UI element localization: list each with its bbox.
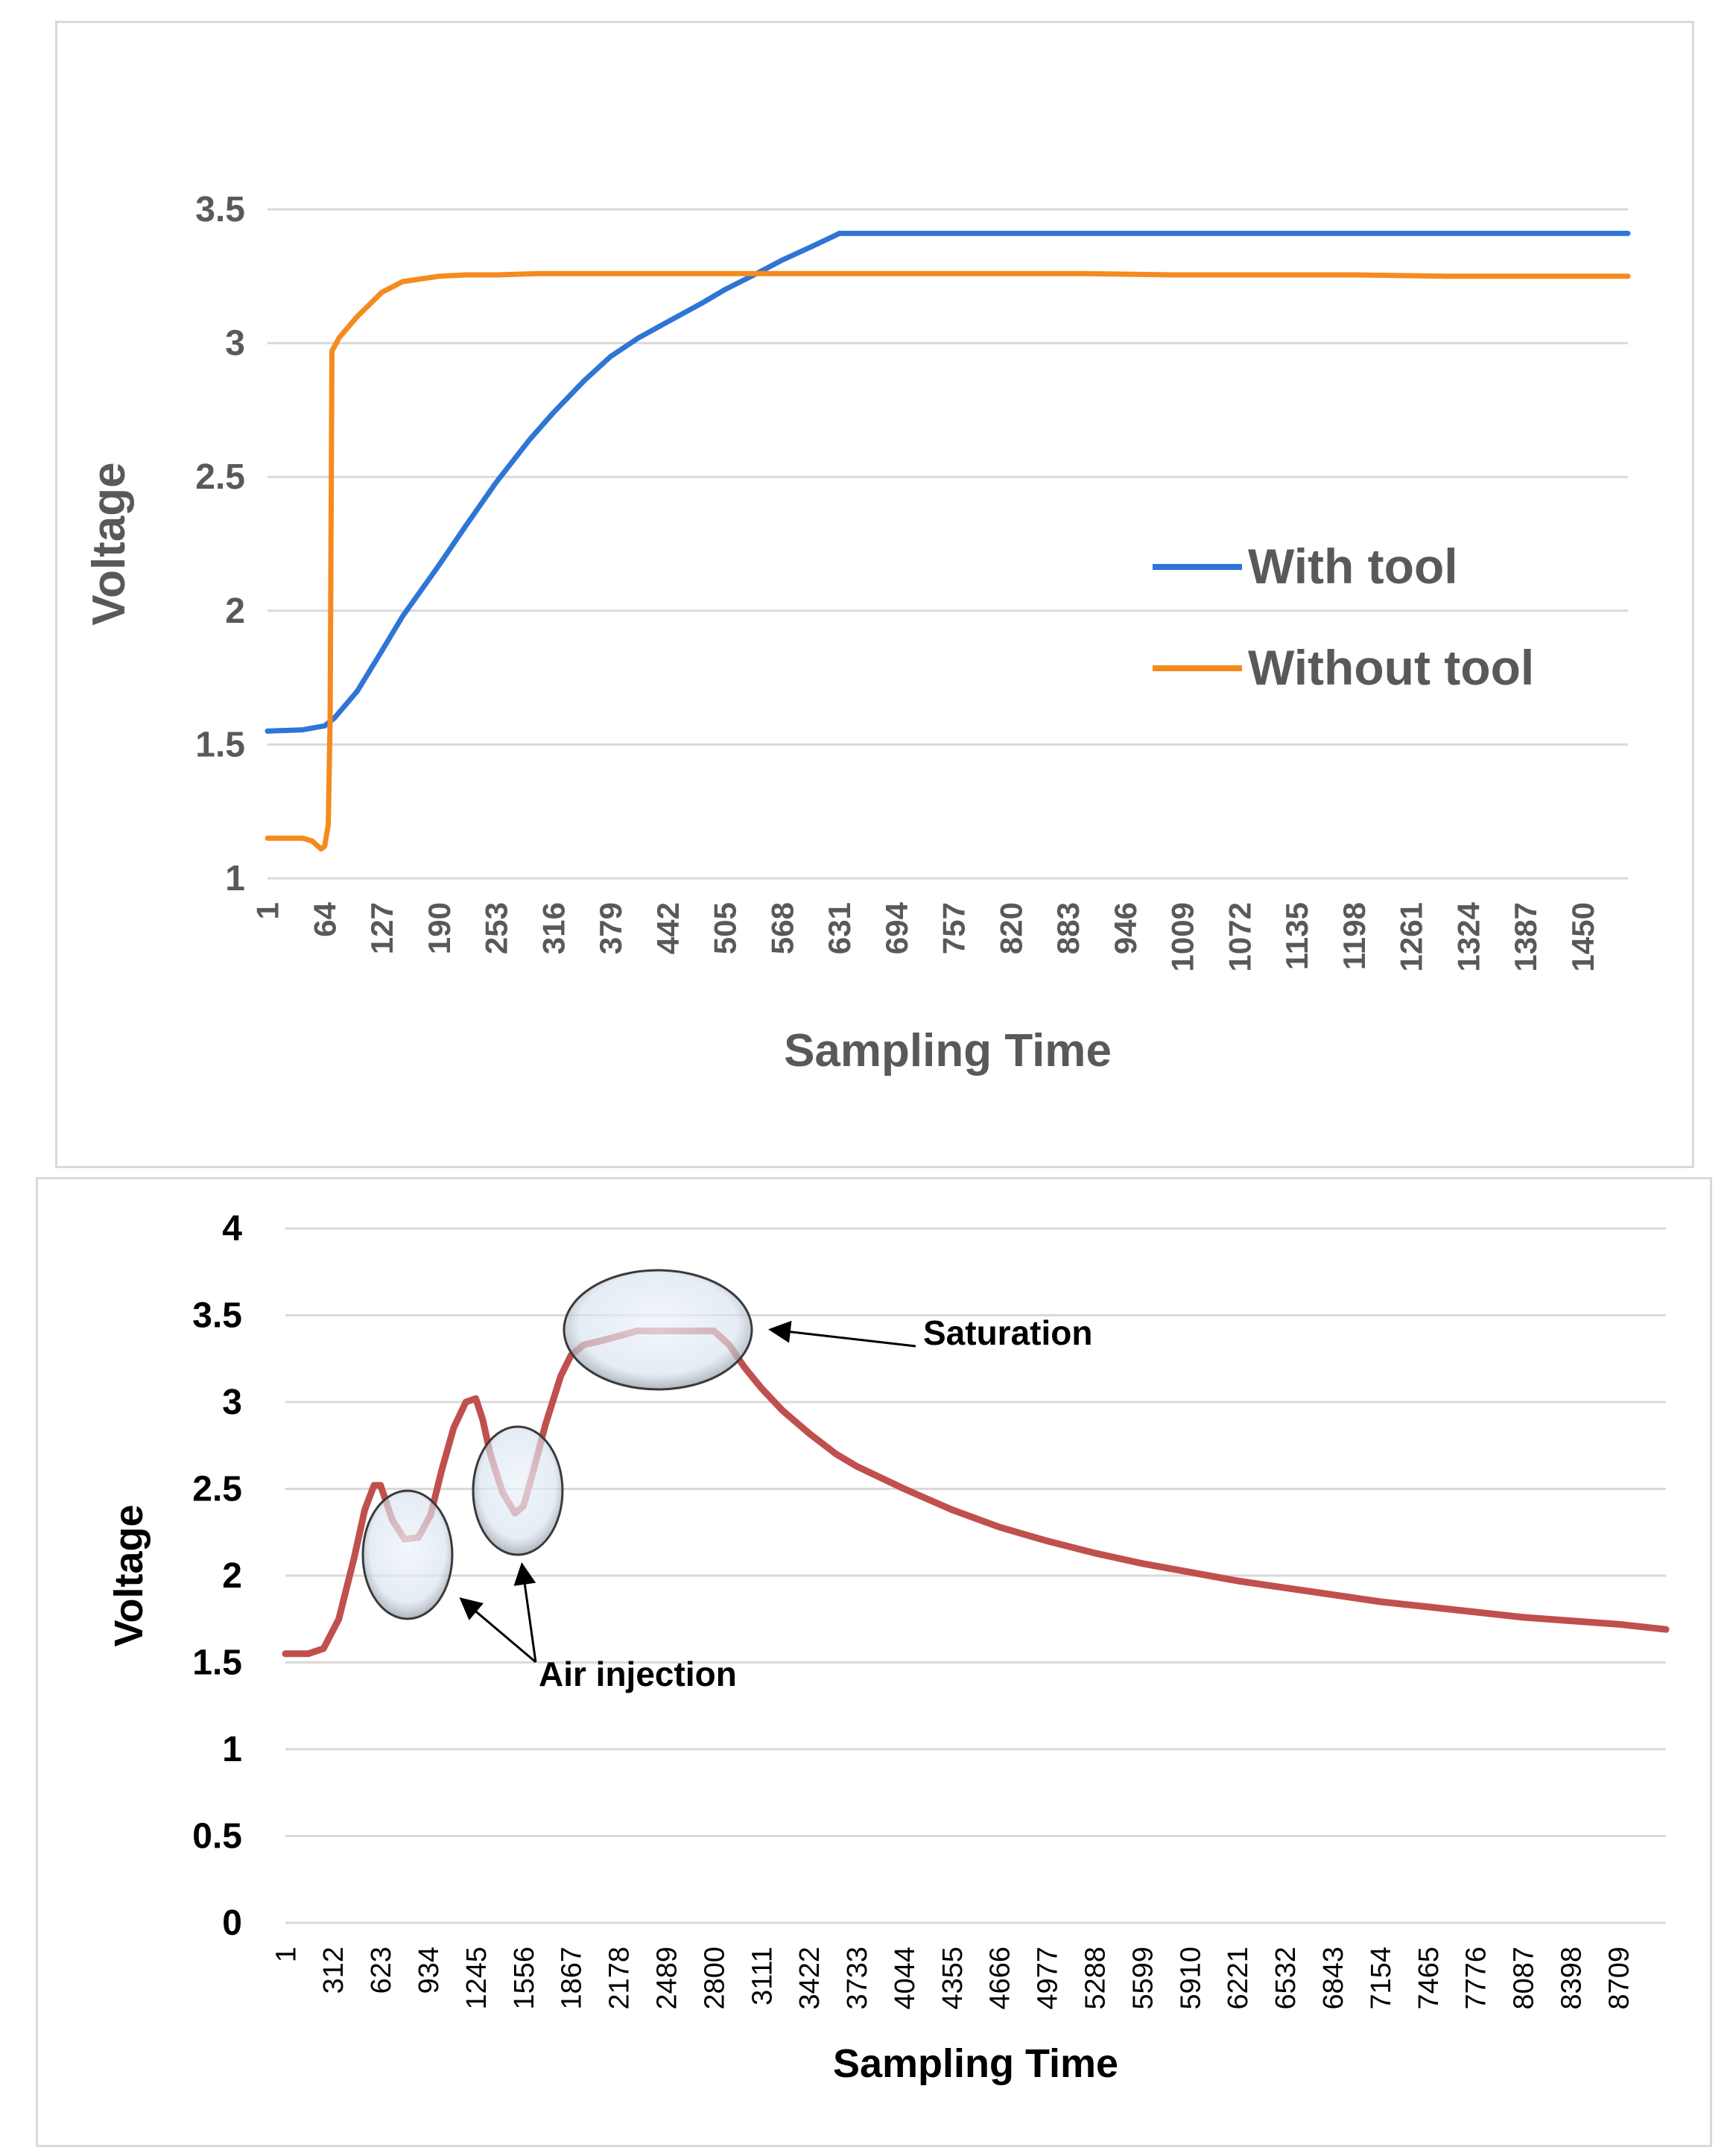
x-tick-label: 568 xyxy=(764,902,799,954)
x-tick-label: 757 xyxy=(937,902,972,954)
y-tick-label: 1 xyxy=(222,1730,242,1769)
x-tick-label: 1198 xyxy=(1337,902,1372,970)
x-tick-label: 316 xyxy=(536,902,571,954)
x-tick-label: 253 xyxy=(479,902,514,954)
x-tick-label: 64 xyxy=(307,901,342,936)
x-tick-label: 6532 xyxy=(1270,1947,1302,2010)
x-tick-label: 820 xyxy=(993,902,1028,954)
x-tick-label: 8087 xyxy=(1509,1947,1540,2010)
x-tick-label: 4977 xyxy=(1033,1947,1064,2010)
y-tick-label: 4 xyxy=(222,1209,242,1249)
x-tick-label: 1 xyxy=(270,1947,302,1962)
x-tick-label: 2800 xyxy=(699,1947,730,2010)
annotation-ellipse xyxy=(361,1489,454,1620)
y-tick-label: 3.5 xyxy=(192,1296,242,1336)
x-tick-label: 1261 xyxy=(1394,902,1429,971)
x-tick-label: 3111 xyxy=(747,1947,778,2006)
x-tick-label: 7154 xyxy=(1366,1947,1397,2010)
air-injection-arrow xyxy=(513,1562,537,1663)
legend-label: Without tool xyxy=(1248,640,1534,695)
x-tick-label: 883 xyxy=(1051,902,1086,954)
series-line-without-tool xyxy=(264,270,1631,852)
y-tick-label: 2.5 xyxy=(195,457,245,497)
x-tick-label: 1072 xyxy=(1222,902,1257,971)
y-tick-label: 3.5 xyxy=(195,190,245,229)
x-tick-label: 3733 xyxy=(842,1947,873,2010)
x-tick-label: 1450 xyxy=(1565,902,1600,971)
x-tick-label: 442 xyxy=(650,902,685,954)
voltage-comparison-chart: 1 1.5 2 2.5 3 3.5 1 64 127 190 253 316 379 442 505 568 6… xyxy=(83,190,1631,1077)
air-injection-arrow xyxy=(459,1597,536,1664)
x-tick-label: 8709 xyxy=(1603,1947,1635,2010)
x-tick-label: 1556 xyxy=(509,1947,540,2010)
x-tick-label: 1135 xyxy=(1279,902,1314,970)
series-line-with-tool xyxy=(264,230,1631,734)
y-tick-label: 0.5 xyxy=(192,1817,242,1857)
y-tick-label: 3 xyxy=(225,324,245,364)
x-tick-label: 1324 xyxy=(1451,901,1486,971)
y-tick-label: 1.5 xyxy=(192,1643,242,1683)
x-tick-label: 4666 xyxy=(985,1947,1016,2010)
x-axis-title: Sampling Time xyxy=(784,1025,1112,1077)
y-tick-label: 1 xyxy=(225,859,245,898)
x-tick-label: 1 xyxy=(250,902,285,919)
y-tick-label: 3 xyxy=(222,1383,242,1422)
x-tick-label: 1245 xyxy=(461,1947,492,2010)
chart-panel-with-without-tool: 1 1.5 2 2.5 3 3.5 1 64 127 190 253 316 379 442 505 568 6… xyxy=(55,21,1694,1168)
chart-panel-air-injection: 0 0.5 1 1.5 2 2.5 3 3.5 4 1 312 623 934 1245 1556 1867 2… xyxy=(36,1177,1712,2147)
x-tick-label: 2489 xyxy=(651,1947,682,2010)
y-axis-title: Voltage xyxy=(107,1504,151,1646)
x-tick-label: 3422 xyxy=(794,1947,826,2010)
x-tick-label: 5599 xyxy=(1127,1947,1159,2010)
x-tick-label: 7776 xyxy=(1461,1947,1492,2010)
x-tick-label: 5288 xyxy=(1080,1947,1112,2010)
saturation-arrow xyxy=(768,1320,916,1348)
x-tick-label: 379 xyxy=(593,902,628,954)
x-tick-label: 694 xyxy=(879,901,914,954)
y-tick-label: 2.5 xyxy=(192,1470,242,1509)
x-tick-label: 2178 xyxy=(604,1947,636,2010)
x-tick-label: 4355 xyxy=(937,1947,969,2010)
x-tick-label: 1387 xyxy=(1508,902,1543,971)
x-tick-label: 1009 xyxy=(1165,902,1200,971)
y-axis-title: Voltage xyxy=(83,462,135,625)
x-tick-label: 1867 xyxy=(557,1947,588,2010)
x-tick-label: 6843 xyxy=(1318,1947,1349,2010)
legend-label: With tool xyxy=(1248,539,1458,594)
x-tick-label: 8398 xyxy=(1556,1947,1588,2010)
y-tick-label: 0 xyxy=(222,1903,242,1943)
x-tick-label: 312 xyxy=(318,1947,349,1994)
x-tick-label: 6221 xyxy=(1223,1947,1254,2010)
saturation-label: Saturation xyxy=(923,1313,1092,1352)
air-injection-label: Air injection xyxy=(539,1655,737,1693)
annotation-ellipse xyxy=(563,1269,753,1391)
x-tick-label: 4044 xyxy=(890,1947,921,2010)
annotation-ellipse xyxy=(472,1425,564,1556)
y-tick-label: 2 xyxy=(222,1556,242,1596)
x-tick-label: 623 xyxy=(366,1947,397,1994)
x-tick-label: 7465 xyxy=(1413,1947,1445,2010)
voltage-air-injection-chart: 0 0.5 1 1.5 2 2.5 3 3.5 4 1 312 623 934 1245 1556 1867 2… xyxy=(107,1209,1670,2086)
x-tick-label: 631 xyxy=(822,902,857,954)
x-tick-label: 127 xyxy=(364,902,399,954)
x-tick-label: 934 xyxy=(414,1947,445,1994)
x-tick-label: 190 xyxy=(422,902,457,954)
y-tick-label: 2 xyxy=(225,592,245,631)
x-tick-label: 946 xyxy=(1108,902,1143,954)
x-tick-label: 505 xyxy=(708,902,743,954)
x-axis-title: Sampling Time xyxy=(833,2041,1118,2086)
y-tick-label: 1.5 xyxy=(195,725,245,764)
x-tick-label: 5910 xyxy=(1175,1947,1206,2010)
